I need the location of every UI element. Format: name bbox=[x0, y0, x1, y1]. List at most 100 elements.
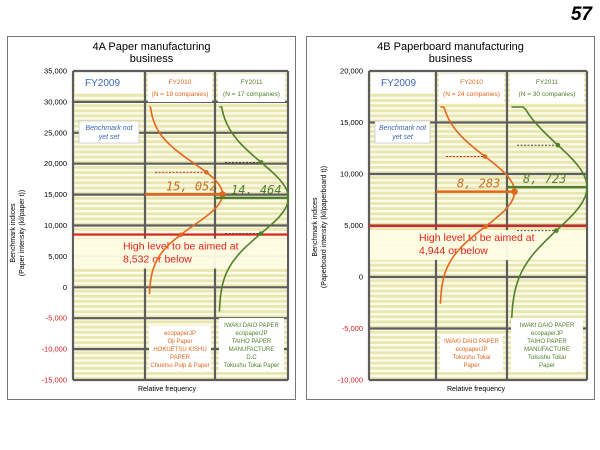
y-tick-label: 25,000 bbox=[44, 128, 67, 137]
background-stripe bbox=[73, 274, 288, 277]
y-tick-label: 5,000 bbox=[344, 221, 363, 230]
background-stripe bbox=[73, 294, 288, 298]
background-stripe bbox=[369, 279, 587, 283]
chart-title: 4A Paper manufacturing business bbox=[8, 41, 295, 65]
y-tick-label: 15,000 bbox=[340, 118, 363, 127]
y-tick-label: 30,000 bbox=[44, 97, 67, 106]
background-stripe bbox=[369, 114, 587, 118]
y-tick-label: 15,000 bbox=[44, 190, 67, 199]
header-fy2010: FY2010 bbox=[460, 79, 483, 86]
background-stripe bbox=[73, 155, 288, 159]
background-stripe bbox=[73, 124, 288, 128]
background-stripe bbox=[369, 305, 587, 308]
header-fy2010: FY2010 bbox=[169, 79, 192, 86]
header-n-fy2011: (N = 30 companies) bbox=[519, 91, 576, 98]
background-stripe bbox=[369, 202, 587, 205]
achievers-list-fy2010: IWAKI DAIO PAPER ecopaperJP Tokushu Tokai P… bbox=[444, 339, 499, 369]
achievers-list-fy2010: ecopaperJP Oji Paper HOKUETSU KISHU PAPER Ch… bbox=[150, 331, 209, 369]
background-stripe bbox=[73, 119, 288, 123]
background-stripe bbox=[73, 217, 288, 221]
header-fy2009: FY2009 bbox=[381, 78, 416, 89]
background-stripe bbox=[73, 212, 288, 216]
background-stripe bbox=[73, 196, 288, 200]
fy2011-sd-lower-point bbox=[553, 228, 559, 233]
background-stripe bbox=[369, 181, 587, 185]
background-stripe bbox=[369, 227, 587, 231]
background-stripe bbox=[73, 320, 288, 324]
background-stripe bbox=[73, 150, 288, 154]
background-stripe bbox=[369, 325, 587, 329]
fy2011-sd-upper-point bbox=[258, 160, 264, 165]
fy2010-sd-upper-point bbox=[482, 154, 488, 159]
benchmark-not-set-note: Benchmark not yet set bbox=[379, 125, 427, 141]
background-stripe bbox=[73, 181, 288, 185]
header-box-fy2009 bbox=[371, 73, 434, 93]
background-stripe bbox=[369, 109, 587, 113]
achievers-box-fy2011 bbox=[219, 318, 284, 372]
background-stripe bbox=[73, 145, 288, 149]
chart-title-line: business bbox=[428, 53, 473, 65]
benchmark-band bbox=[74, 238, 287, 269]
background-stripe bbox=[369, 124, 587, 128]
y-tick-label: 20,000 bbox=[340, 67, 363, 76]
background-stripe bbox=[369, 135, 587, 138]
background-stripe bbox=[73, 372, 288, 375]
fy2011-distribution-curve bbox=[218, 106, 290, 312]
background-stripe bbox=[369, 212, 587, 216]
background-stripe bbox=[369, 104, 587, 108]
header-n-fy2010: (N = 19 companies) bbox=[152, 91, 209, 98]
benchmark-text: High level to be aimed at 4,944 or below bbox=[419, 232, 535, 257]
y-tick-label: 10,000 bbox=[340, 170, 363, 179]
background-stripe bbox=[369, 166, 587, 169]
background-stripe bbox=[369, 207, 587, 211]
y-tick-label: -15,000 bbox=[42, 376, 67, 385]
header-fy2011: FY2011 bbox=[240, 79, 263, 86]
background-stripe bbox=[73, 166, 288, 169]
y-tick-label: 10,000 bbox=[44, 221, 67, 230]
header-box-fy2009 bbox=[75, 73, 143, 93]
background-stripe bbox=[369, 196, 587, 200]
background-stripe bbox=[73, 377, 288, 380]
background-stripe bbox=[73, 114, 288, 118]
background-stripe bbox=[369, 372, 587, 375]
y-tick-label: -10,000 bbox=[338, 376, 363, 385]
background-stripe bbox=[369, 191, 587, 195]
fy2011-mean-value: 8, 723 bbox=[523, 172, 566, 186]
background-stripe bbox=[73, 135, 288, 138]
y-tick-label: -5,000 bbox=[342, 324, 363, 333]
background-stripe bbox=[73, 104, 288, 108]
header-fy2011: FY2011 bbox=[536, 79, 559, 86]
chart-title-line: business bbox=[129, 53, 174, 65]
background-stripe bbox=[73, 222, 288, 226]
background-stripe bbox=[369, 269, 587, 272]
y-tick-label: 0 bbox=[359, 273, 363, 282]
background-stripe bbox=[369, 320, 587, 324]
y-tick-label: 20,000 bbox=[44, 159, 67, 168]
background-stripe bbox=[369, 274, 587, 277]
background-stripe bbox=[369, 310, 587, 314]
background-stripe bbox=[73, 176, 288, 180]
chart-4b-plot: 20,000 15,000 10,000 5,000 0 -5,000 -10,000 FY2… bbox=[338, 67, 589, 385]
fy2010-sd-upper-point bbox=[204, 170, 209, 175]
achievers-list-fy2011: IWAKI DAIO PAPER ecopaperJP TAIHO PAPER MAN… bbox=[520, 323, 575, 369]
header-fy2009: FY2009 bbox=[85, 78, 120, 89]
background-stripe bbox=[73, 129, 288, 133]
background-stripe bbox=[73, 202, 288, 205]
background-stripe bbox=[73, 305, 288, 308]
background-stripe bbox=[73, 315, 288, 319]
fy2010-mean-point bbox=[511, 188, 518, 195]
chart-panel-4b: 4B Paperboard manufacturing business Ben… bbox=[306, 36, 595, 400]
background-stripe bbox=[369, 263, 587, 267]
fy2010-mean-point bbox=[219, 191, 226, 198]
page-number: 57 bbox=[570, 4, 592, 25]
fy2010-mean-value: 15, 052 bbox=[166, 179, 217, 193]
background-stripe bbox=[73, 186, 288, 190]
background-stripe bbox=[73, 269, 288, 272]
background-stripe bbox=[73, 227, 288, 231]
background-stripe bbox=[73, 160, 288, 164]
background-stripe bbox=[73, 109, 288, 113]
chart-4a-plot: 35,000 30,000 25,000 20,000 15,000 10,000 5,00… bbox=[42, 67, 290, 385]
fy2010-mean-value: 8, 283 bbox=[457, 177, 500, 191]
background-stripe bbox=[369, 289, 587, 293]
background-stripe bbox=[73, 310, 288, 314]
